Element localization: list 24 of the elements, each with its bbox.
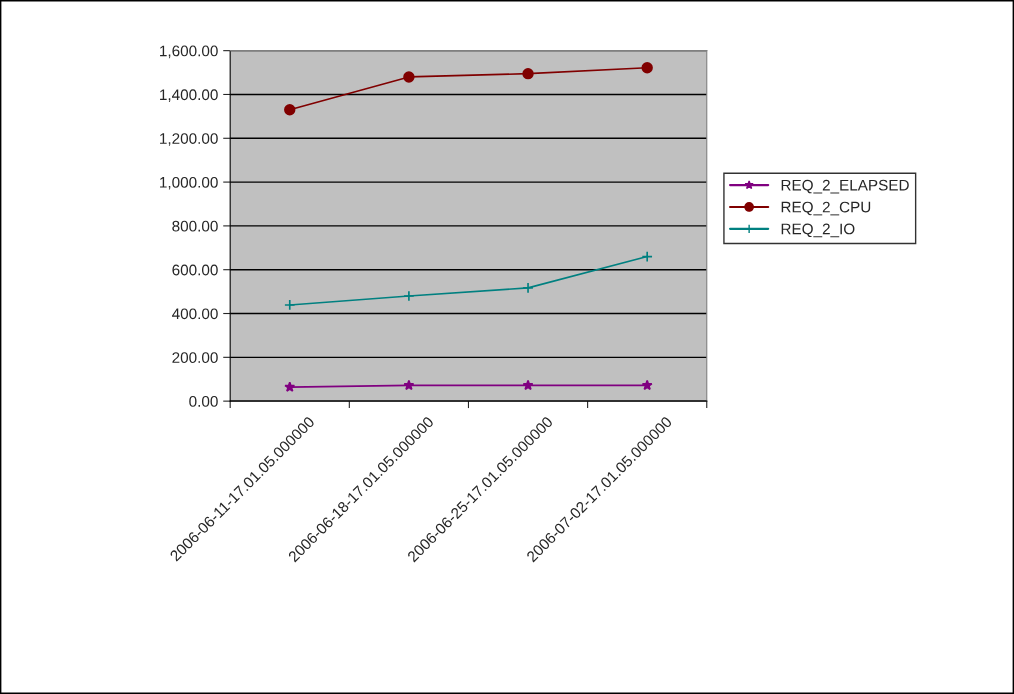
point bbox=[641, 250, 653, 263]
point bbox=[284, 381, 296, 392]
y-tick-label: 200.00 bbox=[172, 352, 218, 364]
y-tick-label: 1,600.00 bbox=[160, 45, 218, 59]
y-tick-label: 1,400.00 bbox=[160, 89, 218, 102]
point bbox=[403, 290, 415, 302]
y-tick-label: 400.00 bbox=[172, 308, 218, 320]
point bbox=[403, 379, 415, 391]
y-tick-label: 1,000.00 bbox=[160, 176, 218, 190]
point bbox=[641, 379, 653, 391]
y-tick-label: 0.00 bbox=[189, 396, 218, 407]
y-tick-label: 600.00 bbox=[172, 264, 218, 276]
point bbox=[522, 67, 534, 80]
point bbox=[641, 62, 653, 74]
y-tick-label: 800.00 bbox=[172, 220, 218, 232]
legend-label: REQ_2_CPU bbox=[781, 201, 871, 216]
legend-label: REQ_2_ELAPSED bbox=[781, 179, 909, 194]
point bbox=[284, 104, 296, 116]
legend-label: REQ_2_IO bbox=[781, 223, 855, 238]
point bbox=[284, 299, 296, 311]
point bbox=[522, 282, 534, 294]
point bbox=[403, 71, 415, 83]
y-tick-label: 1,200.00 bbox=[160, 133, 218, 146]
point bbox=[522, 379, 534, 391]
